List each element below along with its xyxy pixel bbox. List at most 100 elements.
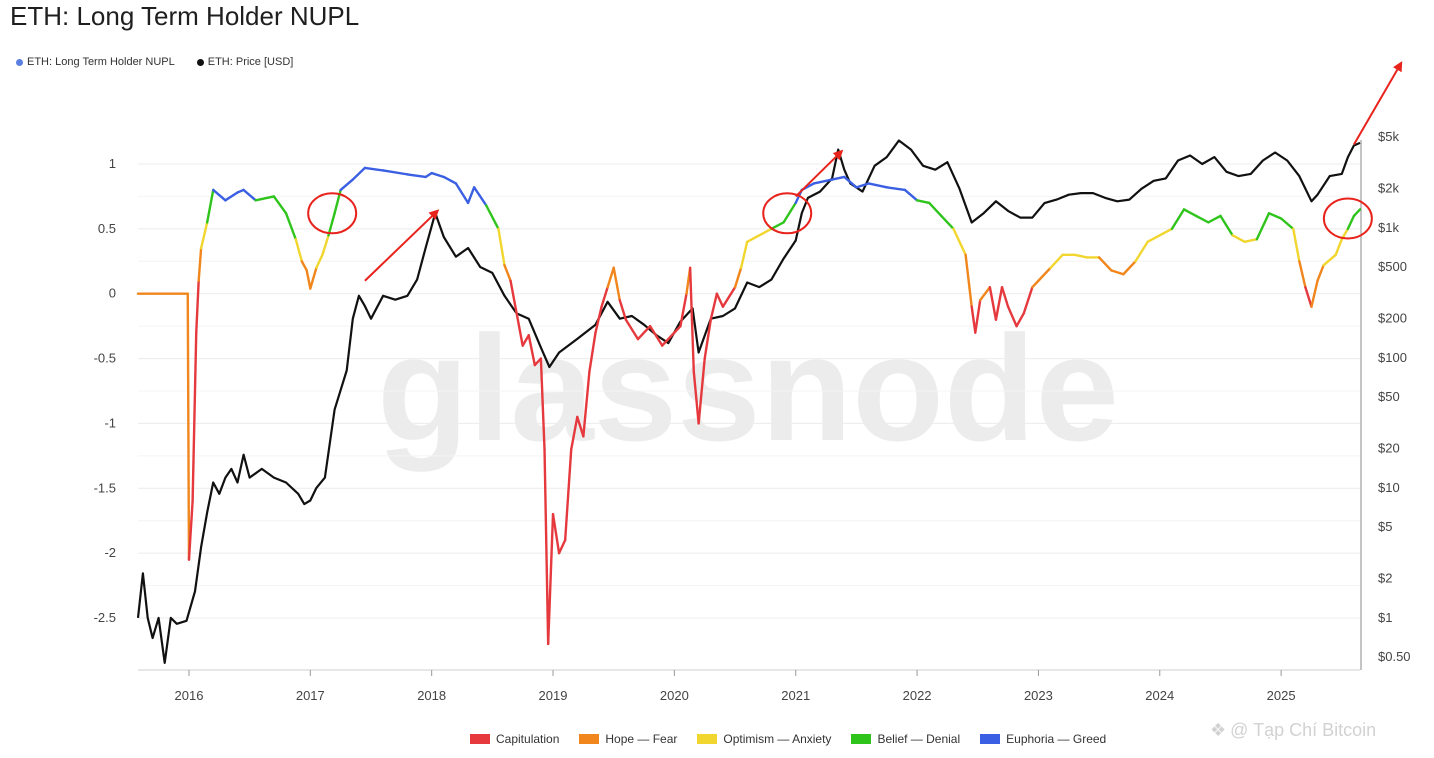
nupl-segment — [673, 324, 682, 334]
legend-dot-nupl — [16, 58, 23, 66]
nupl-segment — [974, 299, 982, 334]
nupl-segment — [515, 311, 524, 347]
nupl-segment — [970, 305, 977, 334]
nupl-segment — [430, 171, 446, 179]
nupl-segment — [485, 204, 500, 231]
nupl-segment — [688, 266, 695, 373]
nupl-segment — [454, 182, 470, 205]
x-tick-label: 2020 — [660, 688, 689, 703]
nupl-segment — [1267, 212, 1283, 220]
y-right-tick-label: $2k — [1378, 181, 1399, 196]
nupl-segment — [1194, 214, 1210, 224]
nupl-segment — [1304, 286, 1313, 308]
nupl-segment — [1015, 311, 1026, 328]
nupl-segment — [618, 299, 628, 321]
nupl-segment — [576, 415, 585, 438]
annotation-arrow — [364, 209, 440, 282]
y-right-tick-label: $2 — [1378, 571, 1392, 586]
nupl-segment — [1110, 269, 1125, 276]
x-tick-label: 2016 — [175, 688, 204, 703]
nupl-segment — [284, 212, 297, 241]
zone-legend-euphoria-greed[interactable]: Euphoria — Greed — [980, 732, 1106, 746]
y-right-tick-label: $50 — [1378, 389, 1400, 404]
y-right-tick-label: $200 — [1378, 311, 1407, 326]
nupl-segment — [305, 269, 312, 290]
y-left-tick-label: 0.5 — [98, 221, 116, 236]
x-tick-label: 2017 — [296, 688, 325, 703]
zone-legend-capitulation[interactable]: Capitulation — [470, 732, 559, 746]
nupl-segment — [1134, 240, 1149, 263]
y-right-tick-label: $10 — [1378, 480, 1400, 495]
nupl-segment — [1219, 214, 1234, 237]
nupl-segment — [745, 234, 761, 244]
zone-label-hope-fear: Hope — Fear — [605, 732, 678, 746]
nupl-segment — [503, 263, 512, 282]
x-tick-label: 2024 — [1145, 688, 1174, 703]
nupl-segment — [721, 286, 737, 308]
nupl-segment — [612, 266, 621, 302]
nupl-segment — [1182, 208, 1198, 218]
nupl-segment — [472, 186, 488, 207]
nupl-segment — [197, 247, 203, 282]
nupl-segment — [272, 195, 288, 215]
nupl-segment — [1255, 212, 1271, 241]
nupl-segment — [582, 370, 591, 438]
nupl-segment — [466, 186, 476, 205]
nupl-segment — [351, 166, 367, 181]
nupl-segment — [557, 538, 567, 555]
zone-swatch-euphoria-greed — [980, 734, 1001, 744]
y-right-tick-label: $5 — [1378, 519, 1392, 534]
nupl-segment — [1292, 227, 1301, 263]
nupl-segment — [600, 286, 609, 308]
nupl-segment — [715, 292, 725, 308]
nupl-segment — [1207, 214, 1222, 224]
nupl-segment — [186, 292, 191, 561]
nupl-segment — [994, 286, 1004, 321]
nupl-segment — [661, 331, 676, 347]
y-left-tick-label: -2 — [104, 545, 116, 560]
zone-label-euphoria-greed: Euphoria — Greed — [1006, 732, 1107, 746]
nupl-segment — [1310, 279, 1319, 308]
nupl-segment — [195, 279, 200, 334]
x-tick-label: 2022 — [903, 688, 932, 703]
x-tick-label: 2021 — [781, 688, 810, 703]
legend-item-nupl[interactable]: ETH: Long Term Holder NUPL — [16, 56, 175, 68]
nupl-segment — [782, 201, 797, 224]
nupl-segment — [978, 286, 992, 302]
nupl-segment — [327, 212, 336, 237]
nupl-segment — [709, 292, 719, 321]
nupl-segment — [636, 324, 652, 341]
nupl-segment — [205, 188, 215, 224]
nupl-segment — [339, 178, 354, 192]
nupl-segment — [928, 201, 943, 218]
nupl-segment — [1022, 286, 1034, 315]
nupl-segment — [321, 234, 330, 257]
zone-legend-hope-fear[interactable]: Hope — Fear — [579, 732, 677, 746]
nupl-segment — [1097, 256, 1113, 272]
nupl-segment — [424, 171, 433, 179]
nupl-segment — [1146, 234, 1161, 244]
x-tick-label: 2019 — [539, 688, 568, 703]
nupl-segment — [212, 188, 227, 202]
price-series — [136, 139, 1361, 665]
nupl-segment — [952, 227, 967, 257]
nupl-segment — [855, 182, 870, 189]
nupl-segment — [187, 500, 194, 561]
y-left-tick-label: -1 — [104, 415, 116, 430]
zone-swatch-optimism-anxiety — [697, 734, 718, 744]
zone-label-belief-denial: Belief — Denial — [877, 732, 961, 746]
zone-label-optimism-anxiety: Optimism — Anxiety — [723, 732, 832, 746]
nupl-segment — [254, 195, 276, 202]
nupl-segment — [679, 292, 688, 328]
annotation-circle — [307, 192, 358, 235]
nupl-segment — [497, 227, 506, 267]
y-right-tick-label: $100 — [1378, 350, 1407, 365]
nupl-series — [136, 166, 1362, 646]
legend-item-price[interactable]: ETH: Price [USD] — [196, 56, 293, 68]
nupl-segment — [703, 318, 712, 360]
nupl-segment — [739, 240, 749, 269]
nupl-segment — [1352, 208, 1362, 218]
x-tick-label: 2018 — [417, 688, 446, 703]
zone-legend-optimism-anxiety[interactable]: Optimism — Anxiety — [697, 732, 831, 746]
zone-legend-belief-denial[interactable]: Belief — Denial — [851, 732, 960, 746]
